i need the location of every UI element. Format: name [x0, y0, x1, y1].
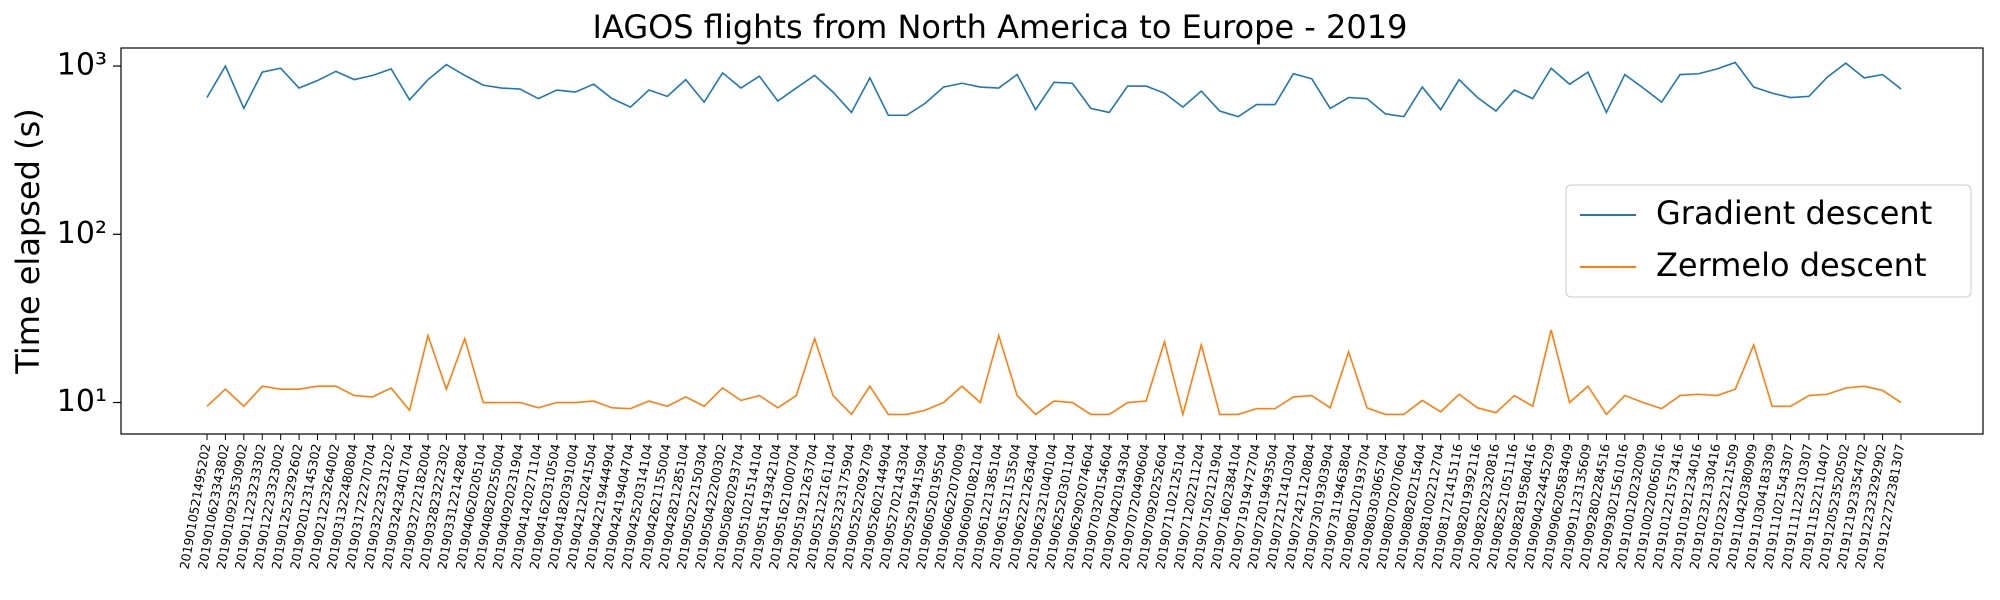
chart-title: IAGOS flights from North America to Euro… — [593, 8, 1408, 46]
series-line — [206, 61, 1902, 118]
plot-frame — [120, 47, 1984, 435]
y-axis-label: Time elapsed (s) — [9, 108, 47, 374]
y-tick-label: 10³ — [57, 48, 107, 83]
y-tick-label: 10¹ — [57, 384, 107, 419]
legend-box — [1565, 184, 1972, 298]
series-line — [206, 329, 1902, 418]
y-tick-label: 10² — [57, 216, 107, 251]
legend-label: Gradient descent — [1656, 194, 1932, 232]
legend-label: Zermelo descent — [1656, 246, 1926, 284]
